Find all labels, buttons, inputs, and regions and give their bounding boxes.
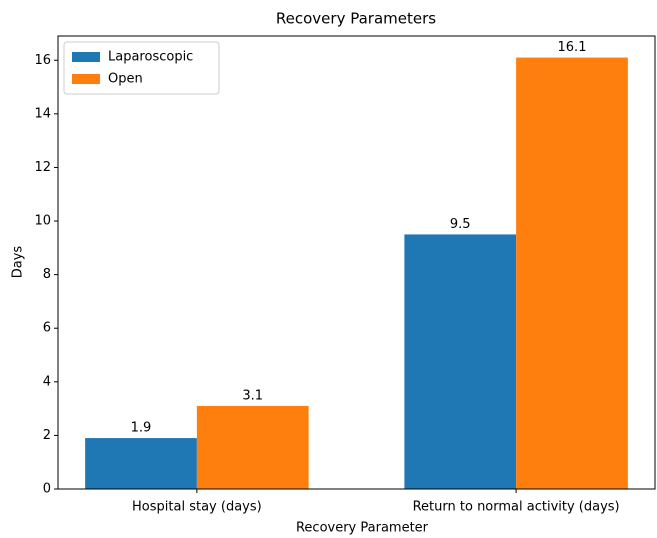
value-label: 9.5 bbox=[450, 217, 471, 232]
y-axis-label: Days bbox=[11, 246, 26, 279]
bar bbox=[404, 234, 517, 489]
value-label: 16.1 bbox=[558, 40, 587, 55]
value-label: 1.9 bbox=[131, 421, 152, 436]
legend-box bbox=[63, 41, 220, 95]
y-tick-label: 16 bbox=[34, 53, 51, 68]
y-tick-label: 14 bbox=[34, 106, 51, 121]
legend-label: Open bbox=[108, 72, 143, 87]
legend-swatch bbox=[72, 74, 100, 84]
y-tick-label: 0 bbox=[43, 482, 51, 497]
bar bbox=[196, 405, 309, 489]
legend-swatch bbox=[72, 52, 100, 62]
value-label: 3.1 bbox=[242, 388, 263, 403]
y-tick-label: 8 bbox=[43, 267, 51, 282]
y-tick-label: 4 bbox=[43, 374, 51, 389]
y-tick-label: 10 bbox=[34, 214, 51, 229]
plot-frame bbox=[57, 35, 656, 490]
chart-title: Recovery Parameters bbox=[276, 10, 436, 28]
x-tick-label: Return to normal activity (days) bbox=[413, 500, 620, 515]
legend-label: Laparoscopic bbox=[108, 50, 193, 65]
x-axis-label: Recovery Parameter bbox=[296, 521, 429, 536]
y-tick-label: 6 bbox=[43, 321, 51, 336]
y-tick-label: 12 bbox=[34, 160, 51, 175]
bar bbox=[516, 57, 628, 489]
y-tick-label: 2 bbox=[43, 428, 51, 443]
bar bbox=[85, 438, 197, 489]
x-tick-label: Hospital stay (days) bbox=[132, 500, 262, 515]
